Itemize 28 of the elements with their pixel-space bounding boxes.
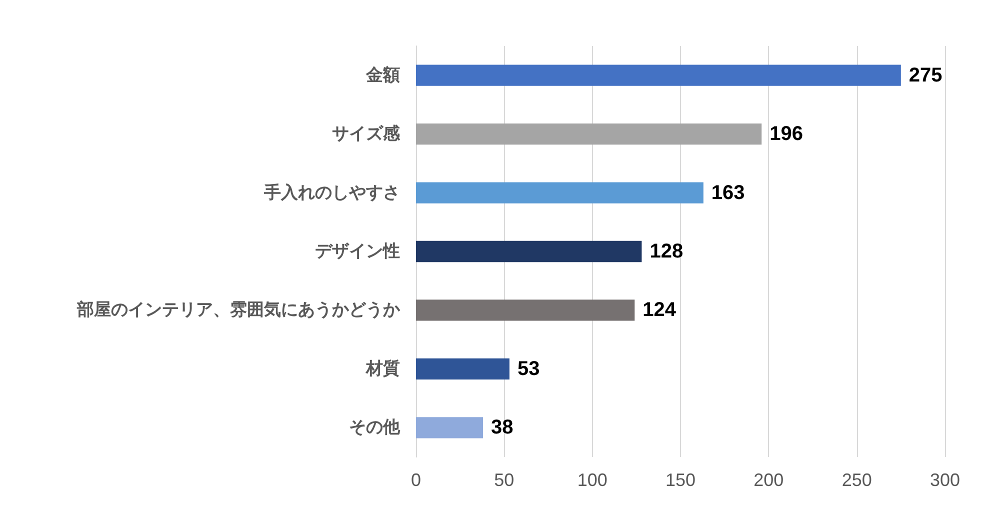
- bar: [416, 240, 642, 262]
- data-label: 163: [711, 182, 745, 204]
- bar: [416, 417, 484, 438]
- bar: [416, 64, 901, 86]
- bar: [416, 358, 510, 380]
- data-label: 128: [650, 240, 684, 262]
- data-label: 124: [642, 299, 677, 322]
- x-tick-label: 300: [930, 470, 960, 490]
- x-tick-label: 100: [577, 470, 608, 490]
- x-tick-label: 150: [665, 470, 696, 490]
- data-label: 53: [517, 358, 540, 380]
- x-tick-label: 250: [842, 470, 872, 490]
- bar: [416, 124, 762, 145]
- y-tick-label: サイズ感: [332, 124, 401, 144]
- bar: [416, 300, 635, 321]
- y-tick-label: デザイン性: [315, 242, 400, 262]
- y-tick-label: 手入れのしやすさ: [263, 182, 400, 203]
- x-tick-label: 0: [410, 470, 422, 490]
- bar: [416, 182, 704, 204]
- y-tick-label: 材質: [365, 358, 400, 379]
- data-label: 38: [491, 416, 514, 439]
- x-tick-label: 50: [494, 470, 514, 490]
- data-label: 275: [908, 64, 942, 86]
- y-tick-label: 部屋のインテリア、雰囲気にあうかどうか: [76, 300, 401, 320]
- x-tick-label: 200: [754, 470, 784, 490]
- y-tick-label: 金額: [365, 65, 400, 86]
- y-tick-label: その他: [349, 418, 401, 438]
- data-label: 196: [770, 123, 803, 146]
